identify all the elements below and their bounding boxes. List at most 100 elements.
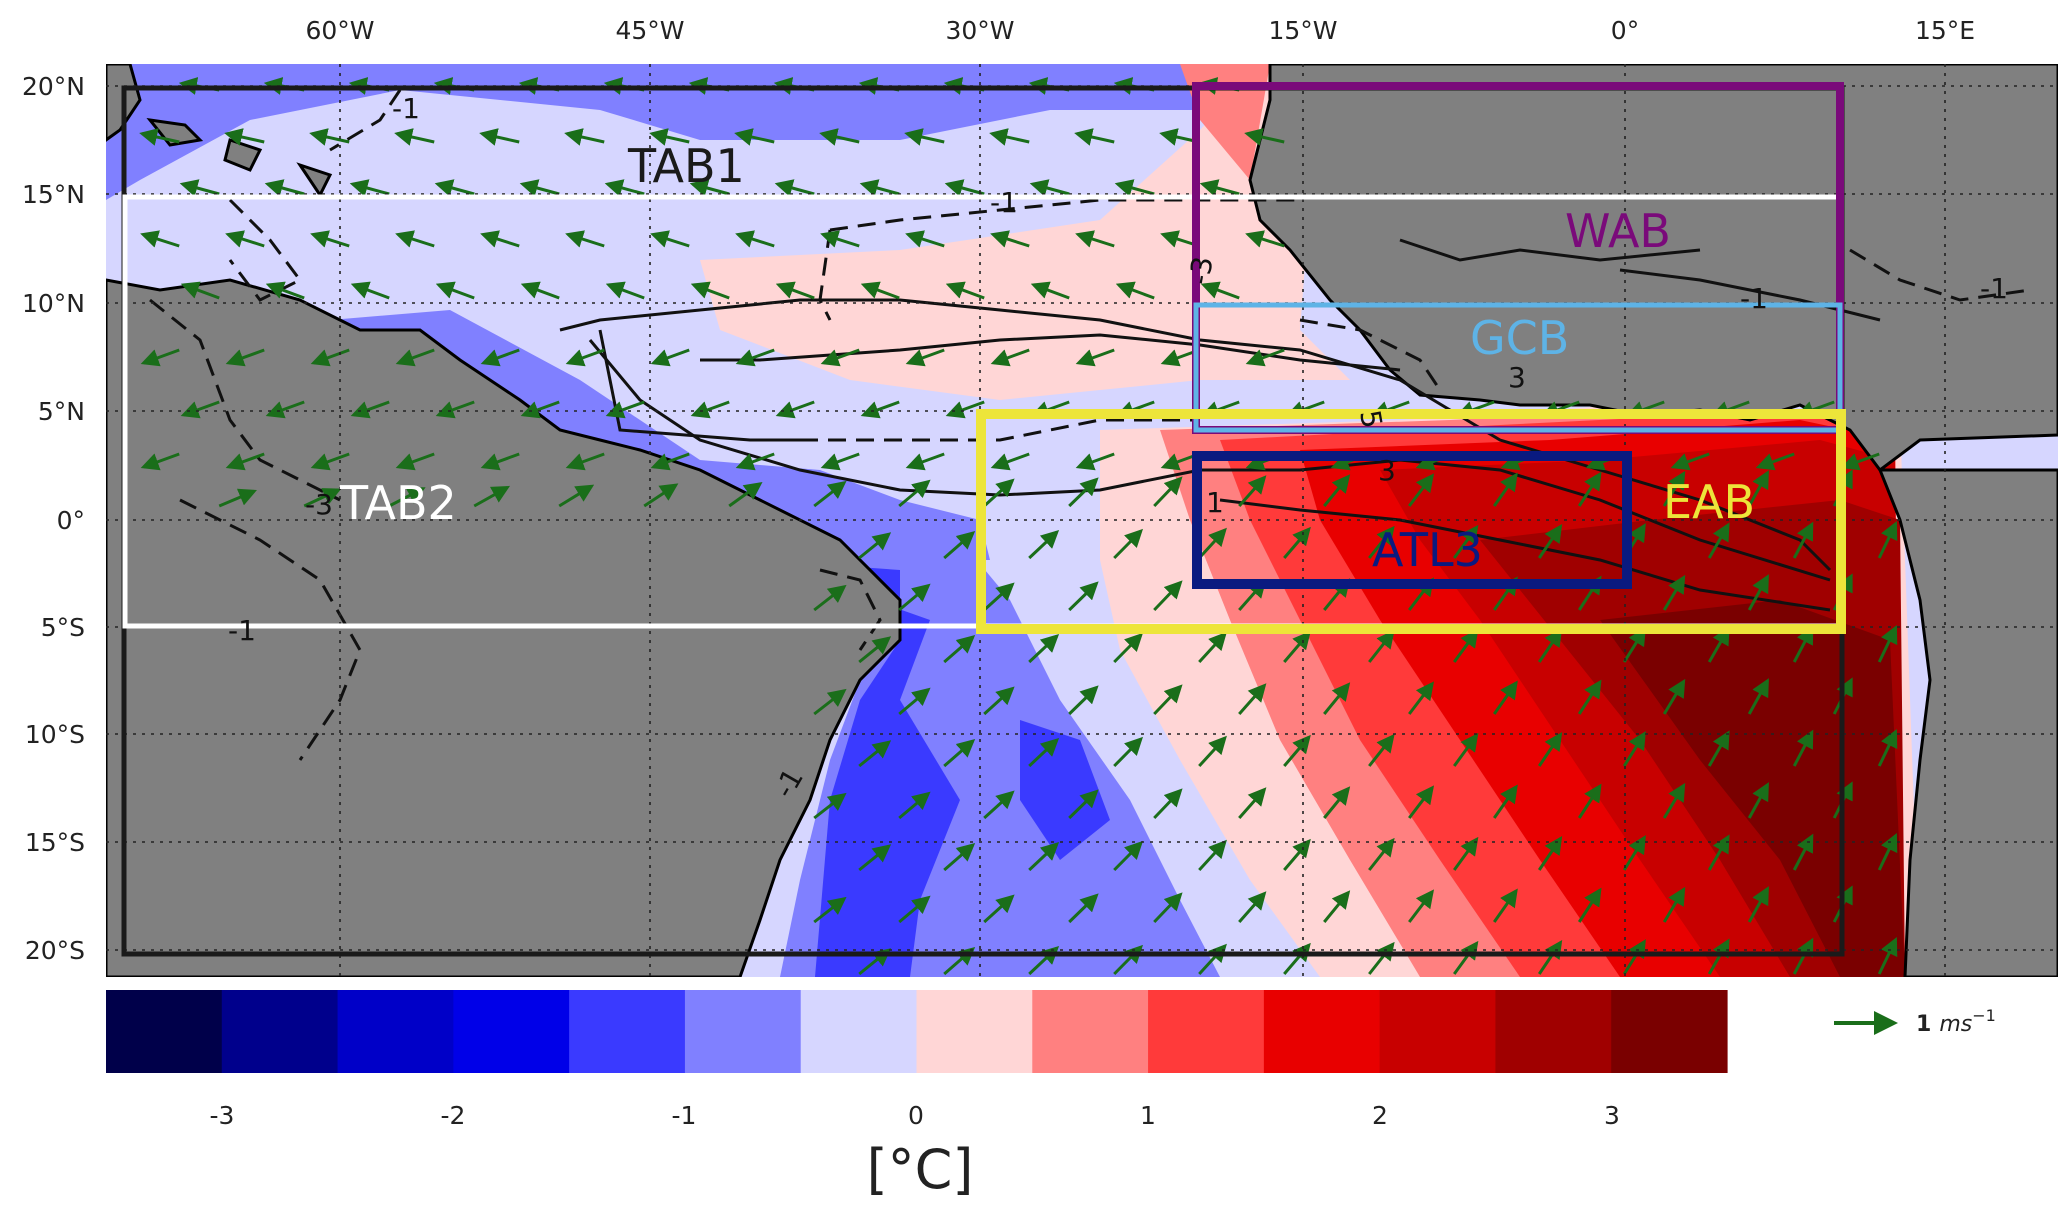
- wind-arrow-icon: [225, 230, 265, 248]
- colorbar-swatch: [1379, 990, 1497, 1073]
- wind-arrow-icon: [1244, 128, 1285, 146]
- lat-tick: 5°N: [38, 397, 85, 426]
- wind-arrow-icon: [565, 348, 605, 367]
- wind-arrow-icon: [774, 179, 815, 197]
- wind-arrow-icon: [565, 452, 605, 471]
- lat-tick: 0°: [57, 506, 85, 535]
- wind-arrow-icon: [775, 281, 815, 300]
- wind-arrow-icon: [480, 452, 520, 471]
- wind-arrow-icon: [1755, 452, 1795, 471]
- label-tab2: TAB2: [339, 476, 457, 530]
- wind-arrow-icon: [1493, 784, 1518, 819]
- wind-arrow-icon: [303, 488, 342, 508]
- wind-arrow-icon: [394, 128, 435, 146]
- wind-arrow-icon: [905, 452, 945, 471]
- wind-arrow-icon: [565, 230, 605, 248]
- colorbar-unit-label: [°C]: [867, 1138, 974, 1201]
- wind-arrow-icon: [179, 179, 220, 197]
- wind-arrow-icon: [1115, 281, 1155, 300]
- wind-arrow-icon: [945, 400, 985, 419]
- wind-arrow-icon: [1283, 838, 1311, 871]
- wind-arrow-icon: [349, 179, 390, 197]
- wind-arrow-icon: [1792, 521, 1814, 559]
- wind-arrow-icon: [180, 281, 220, 300]
- wind-arrow-icon: [310, 452, 350, 471]
- wind-arrow-icon: [1747, 886, 1769, 923]
- wind-arrow-icon: [350, 281, 390, 300]
- colorbar-tick: -2: [441, 1101, 466, 1130]
- lat-axis: 20°N 15°N 10°N 5°N 0° 5°S 10°S 15°S 20°S: [22, 72, 85, 965]
- wind-arrow-icon: [1747, 678, 1769, 715]
- wind-arrow-icon: [1238, 787, 1267, 819]
- wind-arrow-icon: [898, 479, 931, 508]
- wind-arrow-icon: [1577, 887, 1602, 923]
- wind-arrow-icon: [1283, 630, 1311, 663]
- contour-label: -1: [392, 92, 420, 125]
- colorbar-swatch: [684, 990, 802, 1073]
- wind-arrow-icon: [1245, 348, 1285, 367]
- wind-arrow-icon: [434, 179, 475, 197]
- label-wab: WAB: [1565, 204, 1671, 258]
- label-eab: EAB: [1663, 475, 1755, 529]
- wind-arrow-icon: [690, 400, 730, 419]
- wind-arrow-icon: [395, 230, 435, 248]
- lon-tick: 0°: [1611, 16, 1639, 45]
- wind-arrow-icon: [1707, 834, 1730, 871]
- wind-arrow-icon: [820, 348, 860, 367]
- wind-arrow-icon: [435, 281, 475, 300]
- wind-arrow-icon: [990, 230, 1030, 248]
- wind-arrow-icon: [310, 348, 350, 367]
- wind-arrow-icon: [1153, 788, 1183, 820]
- colorbar-ticks: -3 -2 -1 0 1 2 3: [210, 1101, 1620, 1130]
- wind-arrow-icon: [1113, 632, 1144, 664]
- wind-arrow-icon: [1113, 840, 1144, 872]
- wind-arrow-icon: [1877, 728, 1898, 767]
- wind-arrow-icon: [1877, 520, 1898, 559]
- wind-arrow-icon: [1707, 938, 1730, 975]
- lat-tick: 10°N: [22, 289, 85, 318]
- wind-arrow-icon: [983, 478, 1015, 508]
- label-tab1: TAB1: [627, 139, 745, 193]
- wind-arrow-icon: [734, 128, 775, 146]
- wind-arrow-icon: [983, 582, 1015, 612]
- wind-arrow-icon: [943, 531, 976, 560]
- wind-arrow-icon: [1198, 839, 1227, 872]
- wind-arrow-icon: [689, 179, 730, 197]
- wind-arrow-icon: [983, 894, 1015, 924]
- lon-tick: 15°E: [1915, 16, 1975, 45]
- colorbar: [106, 990, 1728, 1073]
- colorbar-swatch: [106, 990, 223, 1073]
- wind-arrow-icon: [735, 348, 775, 367]
- wind-arrow-icon: [1245, 230, 1285, 248]
- wind-arrow-icon: [1028, 841, 1060, 872]
- wind-arrow-icon: [989, 128, 1030, 146]
- wind-arrow-icon: [1114, 179, 1155, 197]
- colorbar-swatch: [800, 990, 918, 1073]
- wind-arrow-icon: [1453, 628, 1479, 663]
- wind-arrow-icon: [859, 179, 900, 197]
- wind-arrow-icon: [1075, 348, 1115, 367]
- lat-tick: 20°N: [22, 72, 85, 101]
- wind-arrow-icon: [480, 230, 520, 248]
- wind-arrow-icon: [858, 844, 892, 872]
- wind-arrow-icon: [943, 635, 976, 664]
- wind-arrow-icon: [1792, 937, 1814, 975]
- wind-arrow-icon: [1408, 785, 1435, 819]
- wind-arrow-icon: [1323, 682, 1351, 715]
- wind-arrow-icon: [1068, 581, 1099, 612]
- wind-arrow-icon: [813, 480, 847, 508]
- wind-arrow-icon: [1368, 525, 1395, 559]
- wind-arrow-icon: [1238, 891, 1267, 923]
- wind-arrow-icon: [1153, 892, 1183, 924]
- wind-arrow-icon: [819, 128, 860, 146]
- wind-arrow-icon: [265, 281, 305, 300]
- wind-arrow-icon: [1199, 179, 1240, 197]
- wind-arrow-icon: [1537, 732, 1563, 767]
- wind-arrow-icon: [395, 348, 435, 367]
- wind-arrow-icon: [480, 348, 520, 367]
- wind-arrow-icon: [225, 452, 265, 471]
- colorbar-swatch: [1495, 990, 1612, 1073]
- lat-tick: 15°N: [22, 180, 85, 209]
- wind-arrow-icon: [1408, 473, 1435, 507]
